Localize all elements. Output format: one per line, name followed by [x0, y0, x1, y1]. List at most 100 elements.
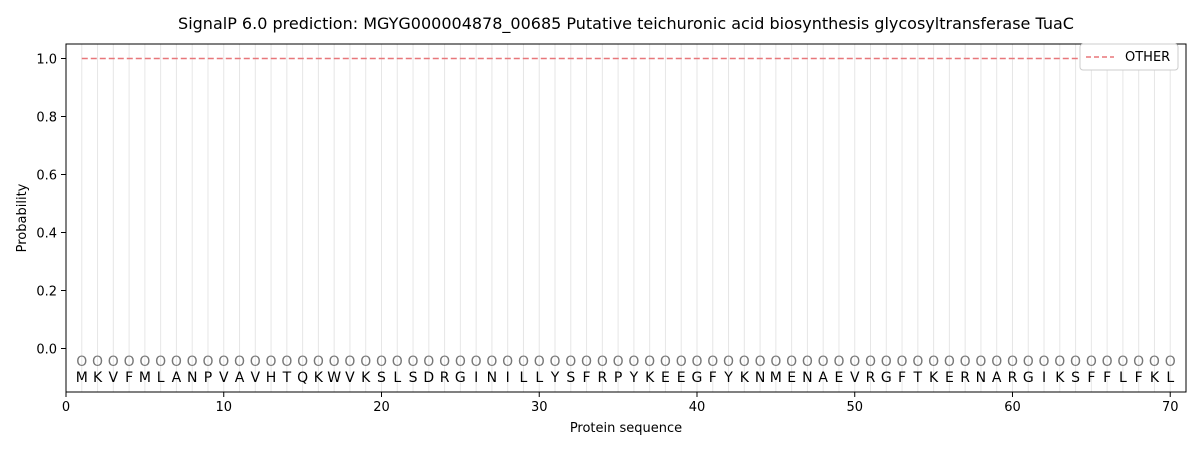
y-tick-label: 0.0	[36, 343, 57, 358]
x-tick-label: 60	[1004, 400, 1021, 415]
predicted-label: O	[644, 354, 655, 370]
residue-label: R	[1008, 370, 1018, 386]
residue-label: V	[109, 370, 119, 386]
x-axis-label: Protein sequence	[570, 421, 682, 436]
predicted-label: O	[1165, 354, 1176, 370]
predicted-label: O	[960, 354, 971, 370]
predicted-label: O	[1149, 354, 1160, 370]
predicted-label: O	[1007, 354, 1018, 370]
residue-label: N	[487, 370, 497, 386]
residue-label: K	[740, 370, 750, 386]
residue-label: E	[835, 370, 844, 386]
predicted-label: O	[392, 354, 403, 370]
predicted-label: O	[865, 354, 876, 370]
predicted-label: O	[108, 354, 119, 370]
x-axis-ticks: 0 10 20 30 40 50 60 70	[62, 392, 1178, 415]
residue-label: F	[898, 370, 906, 386]
predicted-label: O	[187, 354, 198, 370]
residue-label: P	[204, 370, 212, 386]
predicted-label: O	[234, 354, 245, 370]
predicted-label: O	[518, 354, 529, 370]
predicted-label: O	[1039, 354, 1050, 370]
residue-label: S	[409, 370, 418, 386]
predicted-label: O	[991, 354, 1002, 370]
predicted-label: O	[202, 354, 213, 370]
predicted-label: O	[76, 354, 87, 370]
y-tick-label: 0.2	[36, 285, 57, 300]
residue-label: L	[535, 370, 543, 386]
y-tick-label: 0.4	[36, 227, 57, 242]
predicted-label: O	[297, 354, 308, 370]
residue-label: T	[282, 370, 292, 386]
predicted-label: O	[313, 354, 324, 370]
predicted-label: O	[818, 354, 829, 370]
residue-label: R	[440, 370, 450, 386]
predicted-label: O	[250, 354, 261, 370]
predicted-label: O	[975, 354, 986, 370]
predicted-label: O	[660, 354, 671, 370]
predicted-label: O	[739, 354, 750, 370]
predicted-label: O	[849, 354, 860, 370]
predicted-label: O	[486, 354, 497, 370]
residue-label: A	[818, 370, 828, 386]
y-tick-label: 1.0	[36, 53, 57, 68]
predicted-label: O	[802, 354, 813, 370]
predicted-label: O	[691, 354, 702, 370]
residue-label: Q	[297, 370, 308, 386]
x-tick-label: 10	[215, 400, 232, 415]
residue-label: Y	[723, 370, 733, 386]
residue-label: N	[802, 370, 812, 386]
residue-label: L	[1119, 370, 1127, 386]
residue-label: V	[345, 370, 355, 386]
predicted-label: O	[723, 354, 734, 370]
residue-label: T	[913, 370, 923, 386]
residue-label: F	[583, 370, 591, 386]
predicted-label: O	[502, 354, 513, 370]
residue-label: K	[93, 370, 103, 386]
residue-label: R	[597, 370, 607, 386]
residue-label: K	[1150, 370, 1160, 386]
residue-label: K	[929, 370, 939, 386]
residue-label: R	[866, 370, 876, 386]
residue-label: L	[393, 370, 401, 386]
residue-label: F	[1087, 370, 1095, 386]
predicted-label: O	[613, 354, 624, 370]
x-tick-label: 30	[531, 400, 548, 415]
residue-label: E	[945, 370, 954, 386]
predicted-label: O	[770, 354, 781, 370]
residue-label: G	[881, 370, 892, 386]
residue-label: N	[755, 370, 765, 386]
residue-label: E	[677, 370, 686, 386]
predicted-label: O	[281, 354, 292, 370]
predicted-label: O	[124, 354, 135, 370]
predicted-label: O	[786, 354, 797, 370]
predicted-label: O	[92, 354, 103, 370]
legend: OTHER	[1079, 43, 1179, 71]
predicted-label: O	[1133, 354, 1144, 370]
residue-label: V	[251, 370, 261, 386]
x-tick-label: 20	[373, 400, 390, 415]
predicted-label: O	[423, 354, 434, 370]
predicted-label: O	[1023, 354, 1034, 370]
predicted-label: O	[344, 354, 355, 370]
residue-label: M	[770, 370, 782, 386]
residue-label: K	[314, 370, 324, 386]
predicted-label: O	[218, 354, 229, 370]
residue-label: G	[1023, 370, 1034, 386]
predicted-label: O	[581, 354, 592, 370]
residue-label: Y	[550, 370, 560, 386]
predicted-label: O	[139, 354, 150, 370]
legend-label-other: OTHER	[1125, 50, 1170, 65]
residue-label: N	[187, 370, 197, 386]
y-tick-label: 0.6	[36, 169, 57, 184]
chart-title: SignalP 6.0 prediction: MGYG000004878_00…	[178, 14, 1074, 34]
residue-gridlines	[81, 44, 1171, 392]
residue-label: W	[327, 370, 341, 386]
predicted-label: O	[1086, 354, 1097, 370]
y-axis-label: Probability	[15, 183, 30, 252]
residue-label: Y	[629, 370, 639, 386]
predicted-label: O	[912, 354, 923, 370]
residue-label: V	[219, 370, 229, 386]
